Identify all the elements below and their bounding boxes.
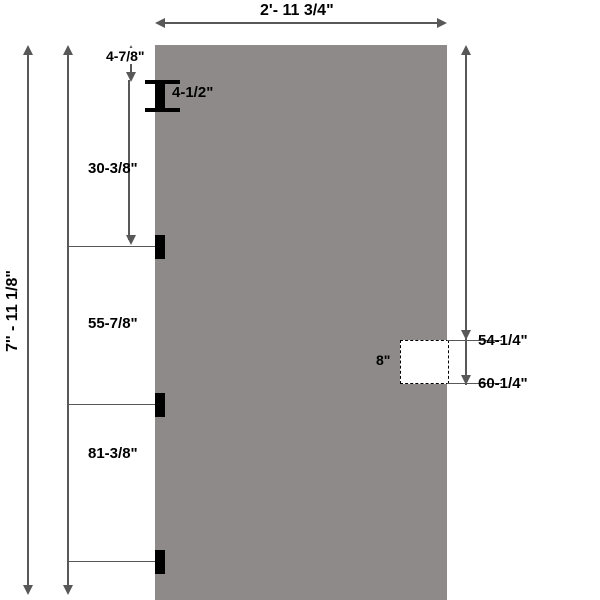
width-label: 2'- 11 3/4" <box>260 2 334 20</box>
hinge-dim-arrow-down <box>63 585 73 595</box>
door-panel <box>155 45 447 600</box>
right-arrow-top <box>461 330 471 340</box>
tick-h2 <box>67 246 155 247</box>
height-label: 7'' - 11 1/8" <box>4 270 22 352</box>
height-dim-line <box>27 50 29 590</box>
cutout-top-label: 54-1/4" <box>478 332 528 349</box>
hinge4-label: 81-3/8" <box>88 445 138 462</box>
hinge-offset-label: 4-7/8" <box>105 48 146 64</box>
tick-h3 <box>67 404 155 405</box>
tick-h4 <box>67 561 155 562</box>
cutout-bottom-label: 60-1/4" <box>478 375 528 392</box>
height-arrow-down <box>23 585 33 595</box>
hinge-1 <box>155 80 165 110</box>
hinge2-label: 30-3/8" <box>88 160 138 177</box>
hinge-2 <box>155 235 165 259</box>
width-arrow-left <box>155 18 165 28</box>
hardware-cutout <box>400 340 449 384</box>
hinge-4 <box>155 550 165 574</box>
hinge-dim-arrow-up <box>63 45 73 55</box>
door-diagram: 2'- 11 3/4" 7'' - 11 1/8" 4-7/8" 4-1/2" … <box>0 0 600 600</box>
cutout-height-label: 8" <box>376 352 390 368</box>
hinge-3 <box>155 393 165 417</box>
hinge3-label: 55-7/8" <box>88 315 138 332</box>
hinge-height-label: 4-1/2" <box>172 84 213 101</box>
right-arrow-up <box>461 45 471 55</box>
height-arrow-up <box>23 45 33 55</box>
width-dim-line <box>160 22 442 24</box>
width-arrow-right <box>437 18 447 28</box>
hinge-dim-line <box>67 50 69 590</box>
